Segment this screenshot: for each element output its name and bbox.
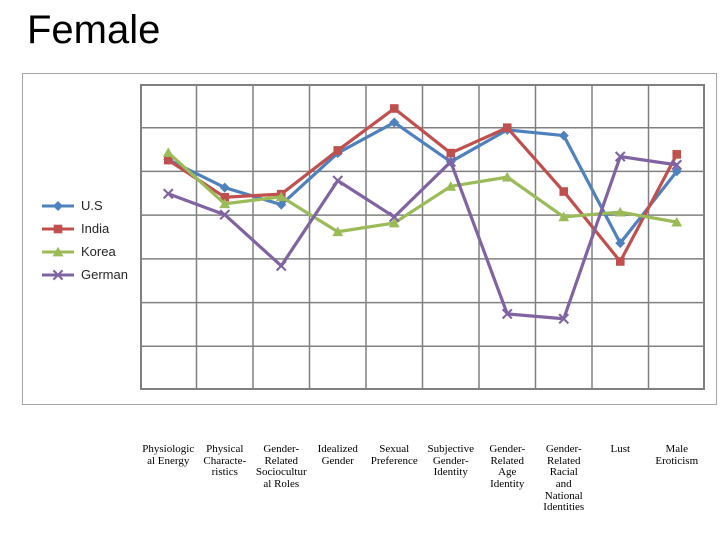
data-point-us-1 bbox=[219, 182, 230, 193]
data-point-india-7 bbox=[559, 187, 569, 196]
series-line-india bbox=[166, 106, 679, 264]
plot-area bbox=[140, 84, 705, 390]
data-point-korea-2 bbox=[275, 191, 287, 202]
x-axis-label: Sexual Preference bbox=[370, 443, 418, 467]
legend-triangle-icon bbox=[42, 246, 74, 256]
x-axis-label: Male Eroticism bbox=[655, 443, 699, 467]
data-point-us-2 bbox=[276, 199, 287, 210]
series-german bbox=[162, 151, 683, 325]
data-point-german-9 bbox=[671, 159, 683, 171]
legend-x-icon bbox=[42, 269, 74, 280]
data-point-german-2 bbox=[275, 260, 287, 272]
data-point-korea-6 bbox=[501, 171, 513, 182]
data-point-korea-5 bbox=[445, 181, 457, 191]
data-point-german-7 bbox=[558, 313, 570, 325]
data-point-india-8 bbox=[615, 257, 625, 266]
data-point-german-5 bbox=[445, 156, 457, 168]
series-line-korea bbox=[166, 151, 679, 234]
data-point-german-3 bbox=[332, 175, 344, 186]
data-point-india-0 bbox=[163, 155, 173, 165]
legend-item-india: India bbox=[41, 217, 128, 240]
data-point-india-9 bbox=[672, 150, 682, 159]
series-line-german bbox=[166, 154, 679, 321]
x-axis-label: Gender- Related Racial and National Iden… bbox=[543, 443, 585, 514]
data-point-korea-4 bbox=[388, 217, 400, 228]
data-point-india-1 bbox=[220, 192, 230, 202]
x-axis-label: Physical Characte- ristics bbox=[203, 443, 247, 479]
legend-marker-us bbox=[53, 200, 63, 211]
legend-marker-india bbox=[53, 224, 63, 233]
x-axis-label: Idealized Gender bbox=[317, 443, 358, 467]
x-axis-label: Gender- Related Sociocultur al Roles bbox=[255, 443, 307, 490]
data-point-german-6 bbox=[501, 308, 513, 320]
x-axis-label: Subjective Gender- Identity bbox=[427, 443, 474, 479]
legend-square-icon bbox=[42, 224, 74, 233]
slide-title: Female bbox=[27, 8, 161, 52]
data-point-korea-0 bbox=[162, 147, 174, 158]
data-point-korea-3 bbox=[332, 226, 344, 237]
legend-marker-german bbox=[52, 269, 64, 280]
data-point-us-7 bbox=[558, 130, 569, 141]
series-korea bbox=[162, 147, 683, 237]
data-point-korea-9 bbox=[671, 216, 683, 227]
data-point-german-0 bbox=[162, 188, 174, 200]
legend-item-us: U.S bbox=[41, 194, 128, 217]
legend-diamond-icon bbox=[42, 200, 74, 211]
data-point-india-3 bbox=[333, 146, 343, 155]
chart-legend: U.S India Korea German bbox=[41, 194, 128, 286]
legend-label: Korea bbox=[81, 244, 116, 259]
legend-label: U.S bbox=[81, 198, 103, 213]
data-point-german-4 bbox=[388, 211, 400, 223]
data-point-korea-1 bbox=[219, 198, 231, 209]
data-point-us-8 bbox=[615, 238, 626, 249]
x-axis-label: Gender- Related Age Identity bbox=[489, 443, 526, 490]
x-axis-label: Physiologic al Energy bbox=[142, 443, 195, 467]
data-point-india-5 bbox=[446, 148, 456, 158]
legend-item-german: German bbox=[41, 263, 128, 286]
data-point-india-6 bbox=[502, 123, 512, 133]
x-axis-labels: Physiologic al Energy Physical Characte- … bbox=[140, 443, 705, 539]
legend-label: German bbox=[81, 267, 128, 282]
data-point-korea-8 bbox=[614, 206, 626, 217]
x-axis-label: Lust bbox=[610, 443, 631, 455]
data-point-german-1 bbox=[219, 209, 231, 221]
legend-label: India bbox=[81, 221, 110, 236]
data-point-us-4 bbox=[389, 117, 400, 128]
data-point-korea-7 bbox=[558, 211, 570, 222]
legend-item-korea: Korea bbox=[41, 240, 128, 263]
legend-marker-korea bbox=[52, 246, 64, 256]
chart-frame: U.S India Korea German bbox=[22, 73, 717, 405]
data-point-india-4 bbox=[389, 104, 399, 113]
data-point-us-9 bbox=[671, 166, 682, 177]
data-point-german-8 bbox=[614, 151, 626, 162]
